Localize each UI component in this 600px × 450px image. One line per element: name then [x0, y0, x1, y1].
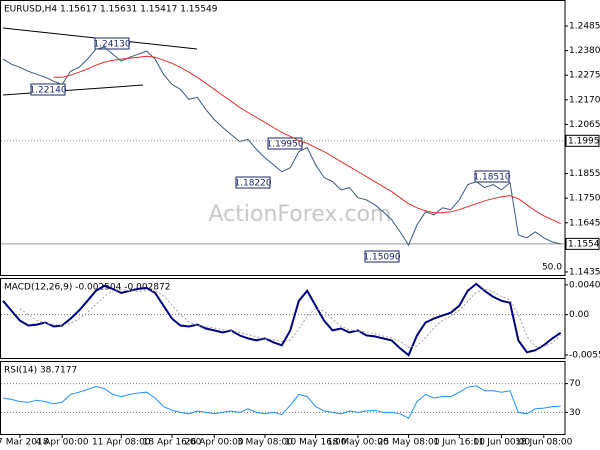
panel-title: MACD(12,26,9) -0.002504 -0.002872	[4, 283, 170, 293]
y-tick-label: 1.20650	[569, 120, 600, 130]
annotation: 1.22140	[29, 86, 66, 96]
price-panel	[0, 0, 566, 276]
x-tick-label: 1 Jun 16:00	[434, 438, 486, 448]
x-tick-label: 18 Jun 08:00	[515, 438, 572, 448]
watermark: ActionForex.com	[209, 202, 392, 227]
x-tick-label: 27 Mar 2018	[0, 438, 49, 448]
y-tick-label: 1.23800	[569, 46, 600, 56]
y-tick-label: -0.005568	[569, 351, 600, 361]
annotation: 1.18220	[234, 179, 271, 189]
series-line	[2, 282, 562, 357]
panel-title: EURUSD,H4 1.15617 1.15631 1.15417 1.1554…	[4, 5, 218, 15]
y-tick-label: 1.22750	[569, 71, 600, 81]
annotation: 1.24130	[93, 40, 130, 50]
annotations: 1.24130 1.22140 1.19950 1.18220 1.18510 …	[29, 37, 511, 263]
annotation: 1.18510	[473, 173, 510, 183]
x-tick-label: 18 May 00:00	[327, 438, 389, 448]
trend-line	[2, 84, 144, 96]
y-tick-label: 1.24850	[569, 22, 600, 32]
series-line	[53, 55, 561, 225]
x-tick-label: 11 Jun 00:00	[473, 438, 530, 448]
annotation-box	[235, 176, 271, 189]
annotation: 1.15090	[363, 253, 400, 263]
series-line	[19, 288, 562, 348]
rsi-panel	[0, 361, 566, 435]
annotation-box	[474, 170, 510, 183]
macd-panel	[0, 278, 566, 359]
y-tick-label: 0.004094	[569, 280, 600, 290]
price-label: 1.15549	[568, 239, 600, 249]
annotation-box	[267, 137, 303, 150]
level-label: 50.0	[542, 263, 562, 273]
x-tick-label: 4 Apr 00:00	[36, 438, 89, 448]
annotation: 1.19950	[266, 140, 303, 150]
y-tick-label: 0.00	[569, 310, 589, 320]
x-tick-label: 11 Apr 08:00	[92, 438, 151, 448]
y-tick-label: 1.17500	[569, 194, 600, 204]
x-tick-label: 18 Apr 16:00	[143, 438, 202, 448]
annotation-box	[30, 83, 66, 96]
x-tick-label: 3 May 08:00	[237, 438, 293, 448]
x-tick-label: 25 May 08:00	[378, 438, 440, 448]
series-line	[2, 385, 561, 419]
y-tick-label: 1.21700	[569, 95, 600, 105]
panel-title: RSI(14) 38.7177	[4, 366, 77, 376]
price-label: 1.19950	[568, 136, 600, 146]
x-tick-label: 10 May 16:00	[285, 438, 347, 448]
price-label-box	[565, 237, 600, 250]
series-line	[2, 46, 561, 247]
price-label-box	[565, 134, 600, 147]
x-tick-label: 26 Apr 00:00	[185, 438, 244, 448]
annotation-box	[364, 250, 400, 263]
y-tick-label: 1.16450	[569, 218, 600, 228]
y-tick-label: 1.14350	[569, 267, 600, 277]
y-tick-label: 70	[569, 379, 581, 389]
annotation-box	[94, 37, 130, 50]
y-tick-label: 1.18550	[569, 169, 600, 179]
y-tick-label: 30	[569, 408, 581, 418]
